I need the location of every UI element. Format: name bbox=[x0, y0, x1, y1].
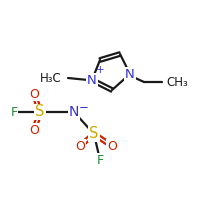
Text: O: O bbox=[29, 123, 39, 136]
Text: CH₃: CH₃ bbox=[166, 75, 188, 88]
Text: O: O bbox=[29, 88, 39, 100]
Text: F: F bbox=[96, 154, 104, 166]
Text: S: S bbox=[89, 127, 99, 142]
Text: −: − bbox=[79, 100, 89, 114]
Text: N: N bbox=[69, 105, 79, 119]
Text: H₃C: H₃C bbox=[40, 72, 62, 84]
Text: S: S bbox=[35, 104, 45, 119]
Text: N: N bbox=[87, 73, 97, 86]
Text: O: O bbox=[75, 140, 85, 152]
Text: +: + bbox=[96, 65, 104, 75]
Text: O: O bbox=[107, 140, 117, 152]
Text: F: F bbox=[10, 106, 18, 118]
Text: N: N bbox=[125, 68, 135, 80]
